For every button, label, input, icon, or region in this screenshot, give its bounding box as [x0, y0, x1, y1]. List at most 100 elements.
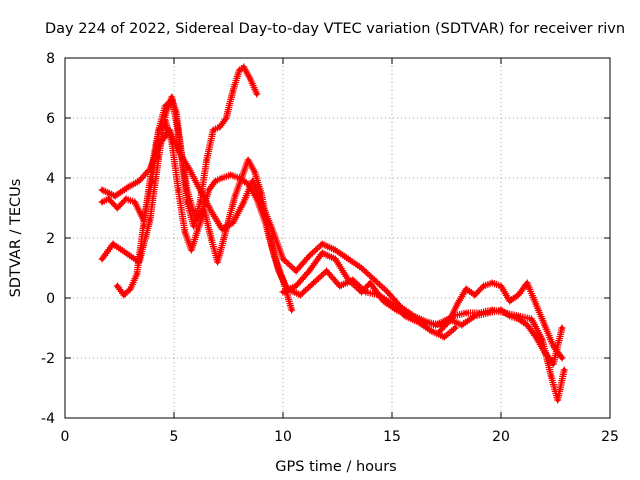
data-point — [407, 313, 412, 319]
data-point — [163, 118, 168, 124]
data-point — [333, 247, 338, 253]
data-point — [442, 334, 447, 340]
x-tick-label: 0 — [61, 429, 70, 445]
data-point — [525, 322, 530, 328]
data-point — [217, 124, 222, 130]
data-point — [112, 193, 118, 199]
data-point — [202, 208, 207, 214]
data-point — [134, 271, 140, 277]
data-point — [507, 298, 512, 304]
data-point — [346, 256, 351, 262]
series-4 — [98, 126, 568, 404]
data-point — [453, 325, 458, 331]
data-point — [307, 268, 312, 274]
data-point — [195, 226, 201, 232]
data-point — [115, 205, 120, 211]
data-point — [245, 157, 251, 163]
data-point — [311, 280, 316, 286]
data-point — [213, 178, 218, 184]
data-point — [208, 208, 214, 214]
y-tick-label: 6 — [46, 111, 55, 127]
data-point — [99, 199, 105, 205]
data-point — [176, 187, 181, 193]
data-point — [250, 178, 255, 184]
x-tick-label: 15 — [383, 429, 401, 445]
data-point — [324, 268, 329, 274]
data-point — [211, 127, 216, 133]
data-layer — [98, 63, 568, 404]
data-point — [115, 283, 120, 289]
data-point — [529, 316, 534, 322]
data-point — [241, 64, 246, 70]
data-point — [176, 148, 181, 154]
data-point — [191, 223, 196, 229]
data-point — [99, 256, 105, 262]
data-point — [198, 187, 203, 193]
data-point — [215, 259, 220, 265]
data-point — [189, 247, 194, 253]
data-point — [346, 277, 351, 283]
data-point — [276, 268, 281, 274]
data-point — [463, 310, 469, 316]
data-point — [259, 199, 264, 205]
data-point — [184, 199, 190, 205]
data-point — [307, 253, 312, 259]
data-point — [187, 166, 192, 172]
x-tick-label: 20 — [492, 429, 510, 445]
data-point — [559, 325, 565, 331]
data-point — [498, 283, 504, 289]
data-point — [239, 175, 244, 181]
chart-title: Day 224 of 2022, Sidereal Day-to-day VTE… — [45, 21, 625, 37]
data-point — [158, 139, 164, 145]
data-point — [459, 322, 464, 328]
data-point — [280, 289, 286, 295]
data-point — [110, 241, 116, 247]
data-point — [136, 178, 142, 184]
data-point — [542, 349, 547, 355]
data-point — [232, 193, 238, 199]
data-point — [219, 175, 225, 181]
x-tick-label: 5 — [170, 429, 179, 445]
data-point — [385, 289, 390, 295]
data-point — [289, 307, 294, 313]
axis-ticks: 0 5 10 15 20 25 -4 -2 0 2 4 6 8 — [41, 51, 619, 445]
y-tick-label: 0 — [46, 291, 55, 307]
data-point — [248, 76, 253, 82]
data-point — [320, 241, 325, 247]
data-point — [429, 328, 434, 334]
data-point — [551, 361, 556, 367]
data-point — [169, 97, 174, 103]
data-point — [167, 127, 172, 133]
data-point — [368, 280, 373, 286]
y-tick-label: 2 — [46, 231, 55, 247]
data-point — [128, 286, 133, 292]
x-tick-label: 10 — [274, 429, 292, 445]
data-point — [446, 319, 451, 325]
data-point — [267, 235, 273, 241]
data-point — [540, 337, 545, 343]
data-point — [525, 280, 530, 286]
data-point — [372, 277, 377, 283]
data-point — [174, 109, 179, 115]
data-point — [381, 298, 386, 304]
data-point — [359, 289, 364, 295]
data-point — [533, 301, 539, 307]
data-point — [147, 217, 153, 223]
data-point — [204, 157, 209, 163]
data-point — [437, 328, 443, 334]
data-point — [333, 256, 338, 262]
data-point — [237, 67, 242, 73]
data-point — [320, 250, 325, 256]
data-point — [230, 220, 236, 226]
data-point — [280, 256, 286, 262]
grid-lines — [65, 58, 610, 418]
data-point — [398, 304, 403, 310]
data-point — [206, 187, 212, 193]
data-point — [228, 172, 233, 178]
data-point — [562, 367, 567, 373]
data-point — [472, 313, 477, 319]
data-point — [394, 307, 399, 313]
y-tick-label: -2 — [41, 351, 55, 367]
